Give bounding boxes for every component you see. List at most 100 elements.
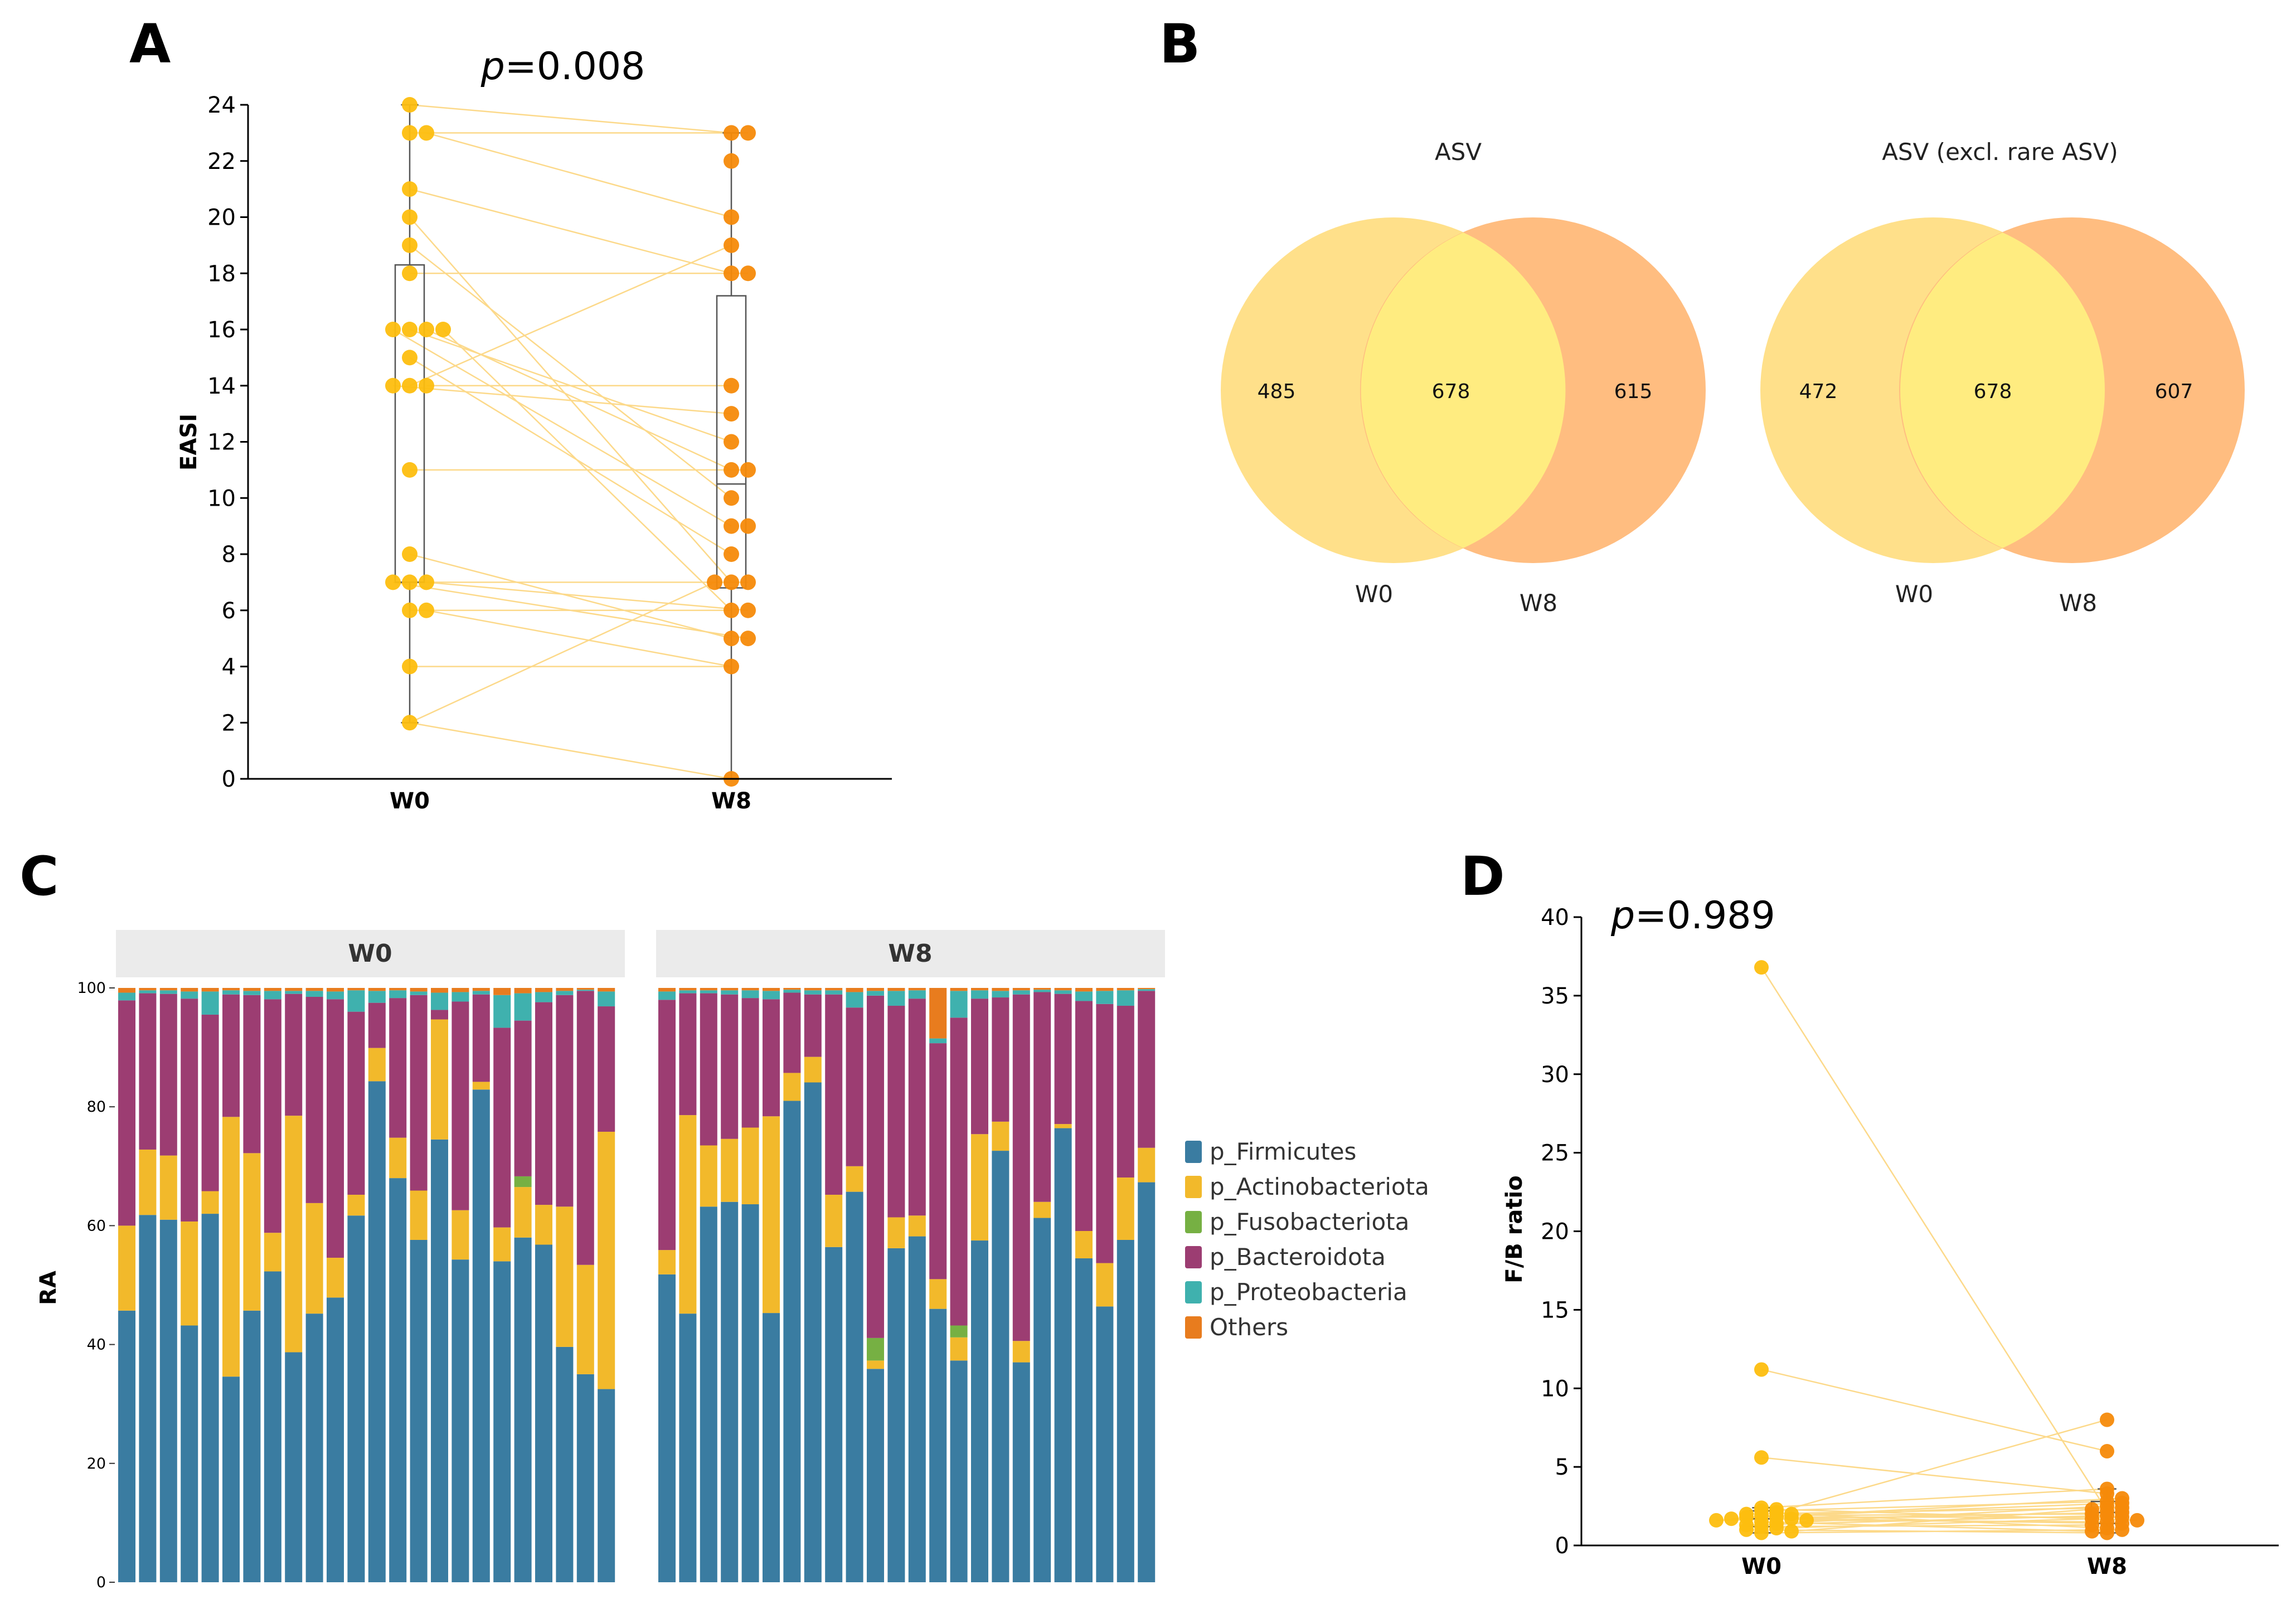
venn-asv: ASV 485 678 615 W0 W8 [1221, 138, 1706, 617]
bar-segment-bacteroidota [201, 1014, 219, 1191]
bar-segment-firmicutes [1075, 1258, 1093, 1582]
bar-segment-bacteroidota [825, 994, 843, 1195]
bar-segment-proteobacteria [929, 1038, 947, 1044]
bar-segment-firmicutes [1033, 1218, 1051, 1582]
bar-segment-others [305, 988, 323, 991]
bar-segment-firmicutes [327, 1297, 344, 1582]
data-point-w8 [724, 377, 739, 394]
y-tick-label: 24 [207, 93, 236, 118]
y-tick-label: 18 [207, 261, 236, 287]
data-point-w8 [2130, 1513, 2144, 1528]
pair-line [1760, 967, 2108, 1511]
legend-swatch-actinobacteriota [1185, 1176, 1202, 1198]
data-point-w8 [724, 658, 739, 675]
panel-letter-a: A [129, 13, 171, 75]
bar-segment-actinobacteriota [368, 1048, 386, 1082]
y-tick-label: 40 [1541, 905, 1569, 930]
bar-segment-bacteroidota [576, 991, 594, 1265]
bar-segment-others [763, 988, 780, 991]
bar-segment-bacteroidota [431, 1010, 448, 1020]
bar-segment-firmicutes [201, 1214, 219, 1582]
bar-segment-others [576, 988, 594, 990]
legend-label-fusobacteriota: p_Fusobacteriota [1210, 1208, 1409, 1235]
bar-segment-actinobacteriota [139, 1149, 157, 1215]
c-strip-label-w8: W8 [888, 939, 932, 968]
data-point-w8 [740, 602, 756, 618]
y-tick-label: 20 [1541, 1219, 1569, 1245]
bar-segment-bacteroidota [867, 995, 884, 1338]
data-point-w0 [402, 377, 418, 394]
bar-segment-others [181, 988, 198, 992]
pair-line [409, 188, 732, 274]
bar-segment-bacteroidota [139, 993, 157, 1150]
data-point-w8 [724, 631, 739, 647]
bar-segment-others [327, 988, 344, 992]
bar-segment-others [347, 988, 365, 991]
bar-segment-firmicutes [783, 1101, 801, 1582]
bar-segment-bacteroidota [908, 999, 926, 1216]
bar-segment-bacteroidota [1075, 1001, 1093, 1231]
data-point-w8 [724, 462, 739, 478]
bar-segment-others [201, 988, 219, 992]
bar-segment-actinobacteriota [181, 1221, 198, 1326]
bar-segment-actinobacteriota [1117, 1177, 1134, 1240]
bar-segment-actinobacteriota [867, 1360, 884, 1369]
bar-segment-firmicutes [971, 1240, 988, 1582]
bar-segment-firmicutes [389, 1178, 407, 1582]
panel-letter-c: C [20, 845, 59, 908]
pair-line [426, 609, 732, 667]
bar-segment-bacteroidota [992, 997, 1009, 1122]
legend-swatch-fusobacteriota [1185, 1211, 1202, 1233]
bar-segment-actinobacteriota [327, 1257, 344, 1298]
data-point-w0 [402, 350, 418, 366]
bar-segment-others [1054, 988, 1072, 991]
bar-segment-firmicutes [658, 1274, 676, 1582]
bar-segment-firmicutes [347, 1215, 365, 1582]
panel-d-fb-ratio-chart: 0 5 10 15 20 25 30 35 40 F/B ratio W0 W8 p=0.989 [1502, 894, 2279, 1579]
bar-segment-bacteroidota [493, 1028, 511, 1228]
bar-segment-actinobacteriota [347, 1194, 365, 1216]
data-point-w8 [724, 546, 739, 562]
bar-segment-proteobacteria [410, 991, 428, 995]
bar-segment-others [410, 988, 428, 992]
pair-line [409, 104, 732, 134]
data-point-w8 [740, 265, 756, 282]
legend-label-actinobacteriota: p_Actinobacteriota [1210, 1173, 1429, 1200]
legend-swatch-proteobacteria [1185, 1281, 1202, 1303]
data-point-w8 [740, 574, 756, 590]
pair-line [409, 244, 732, 499]
bar-segment-bacteroidota [1033, 992, 1051, 1202]
bar-segment-others [721, 988, 739, 991]
venn-excl-overlap [1900, 232, 2105, 548]
bar-segment-actinobacteriota [679, 1115, 697, 1314]
bar-segment-actinobacteriota [783, 1073, 801, 1101]
pair-line [426, 132, 732, 218]
bar-segment-actinobacteriota [222, 1117, 240, 1377]
bar-segment-others [679, 988, 697, 991]
bar-segment-others [1138, 988, 1156, 990]
bar-segment-others [825, 988, 843, 991]
bar-segment-firmicutes [181, 1325, 198, 1582]
box-iqr [394, 264, 425, 583]
bar-segment-actinobacteriota [1054, 1124, 1072, 1128]
bar-segment-proteobacteria [201, 991, 219, 1015]
data-point-w8 [2100, 1525, 2114, 1540]
bar-segment-actinobacteriota [721, 1138, 739, 1202]
y-tick-label: 25 [1541, 1141, 1569, 1166]
y-tick-label: 60 [87, 1217, 106, 1234]
bar-segment-firmicutes [1012, 1362, 1030, 1582]
data-point-w0 [1754, 1362, 1769, 1377]
bar-segment-others [431, 988, 448, 993]
bar-segment-bacteroidota [514, 1020, 532, 1176]
bar-segment-actinobacteriota [658, 1250, 676, 1274]
bar-segment-others [493, 988, 511, 995]
d-x-label-w0: W0 [1741, 1554, 1782, 1579]
bar-segment-firmicutes [679, 1314, 697, 1582]
bar-segment-proteobacteria [576, 990, 594, 991]
bar-segment-others [658, 988, 676, 992]
bar-segment-bacteroidota [222, 994, 240, 1117]
bar-segment-firmicutes [452, 1259, 469, 1582]
bar-segment-proteobacteria [1012, 990, 1030, 995]
